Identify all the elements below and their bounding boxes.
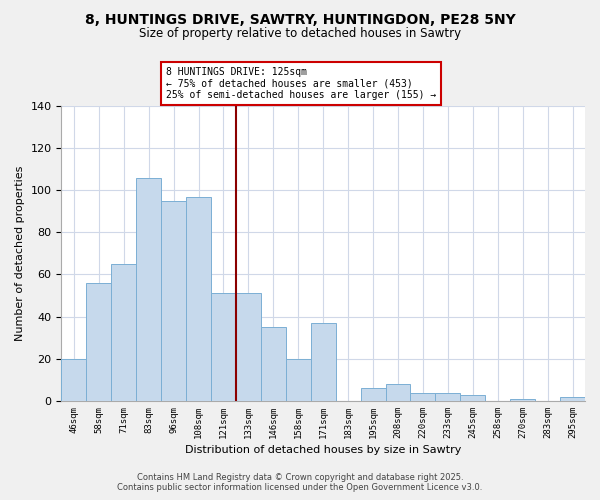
- Bar: [286, 359, 311, 401]
- Bar: [311, 323, 335, 401]
- Bar: [436, 392, 460, 401]
- X-axis label: Distribution of detached houses by size in Sawtry: Distribution of detached houses by size …: [185, 445, 461, 455]
- Bar: [161, 200, 186, 401]
- Bar: [361, 388, 386, 401]
- Bar: [261, 327, 286, 401]
- Text: 8 HUNTINGS DRIVE: 125sqm
← 75% of detached houses are smaller (453)
25% of semi-: 8 HUNTINGS DRIVE: 125sqm ← 75% of detach…: [166, 67, 436, 100]
- Bar: [211, 294, 236, 401]
- Bar: [460, 394, 485, 401]
- Bar: [510, 399, 535, 401]
- Bar: [111, 264, 136, 401]
- Bar: [136, 178, 161, 401]
- Bar: [186, 196, 211, 401]
- Y-axis label: Number of detached properties: Number of detached properties: [15, 166, 25, 341]
- Text: Size of property relative to detached houses in Sawtry: Size of property relative to detached ho…: [139, 28, 461, 40]
- Bar: [386, 384, 410, 401]
- Text: 8, HUNTINGS DRIVE, SAWTRY, HUNTINGDON, PE28 5NY: 8, HUNTINGS DRIVE, SAWTRY, HUNTINGDON, P…: [85, 12, 515, 26]
- Bar: [61, 359, 86, 401]
- Bar: [410, 392, 436, 401]
- Bar: [560, 396, 585, 401]
- Text: Contains HM Land Registry data © Crown copyright and database right 2025.
Contai: Contains HM Land Registry data © Crown c…: [118, 473, 482, 492]
- Bar: [86, 283, 111, 401]
- Bar: [236, 294, 261, 401]
